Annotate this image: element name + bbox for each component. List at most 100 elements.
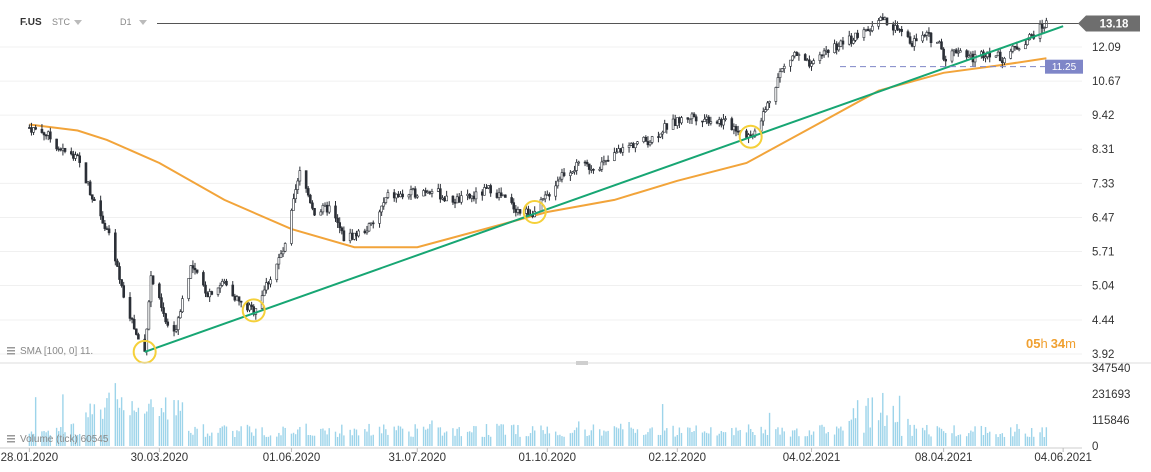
- candle[interactable]: [143, 334, 146, 352]
- candle[interactable]: [151, 275, 155, 286]
- menu-icon[interactable]: [7, 435, 15, 443]
- candle[interactable]: [545, 190, 549, 196]
- candle[interactable]: [646, 136, 650, 148]
- candle[interactable]: [409, 185, 413, 200]
- candle[interactable]: [323, 202, 327, 207]
- candle[interactable]: [782, 63, 786, 74]
- candle[interactable]: [371, 220, 375, 229]
- candle[interactable]: [621, 143, 625, 156]
- candle[interactable]: [55, 138, 58, 152]
- candle[interactable]: [994, 55, 998, 58]
- candle[interactable]: [296, 177, 300, 195]
- candle[interactable]: [678, 116, 681, 129]
- candle[interactable]: [868, 28, 872, 36]
- candle[interactable]: [575, 159, 578, 175]
- candle[interactable]: [577, 160, 581, 166]
- candle[interactable]: [504, 194, 507, 198]
- candle[interactable]: [336, 214, 339, 228]
- last-price-tag[interactable]: 13.18: [1078, 15, 1140, 32]
- candle[interactable]: [453, 198, 457, 209]
- candle[interactable]: [392, 189, 396, 202]
- candle[interactable]: [411, 187, 415, 191]
- candle[interactable]: [634, 143, 637, 153]
- candle[interactable]: [673, 114, 677, 126]
- candle[interactable]: [202, 270, 205, 287]
- candle[interactable]: [690, 112, 694, 125]
- candle[interactable]: [856, 29, 859, 40]
- candle[interactable]: [436, 183, 440, 193]
- candle[interactable]: [965, 49, 968, 61]
- candle[interactable]: [936, 41, 939, 44]
- candle[interactable]: [42, 131, 46, 141]
- candle[interactable]: [906, 29, 910, 39]
- candle[interactable]: [516, 206, 520, 216]
- candle[interactable]: [382, 197, 386, 210]
- candle[interactable]: [218, 282, 222, 293]
- candle[interactable]: [1040, 19, 1044, 34]
- candle[interactable]: [63, 147, 67, 154]
- candle[interactable]: [1009, 48, 1013, 60]
- candle[interactable]: [401, 189, 404, 200]
- candle[interactable]: [166, 318, 170, 328]
- candle[interactable]: [533, 206, 537, 218]
- candle[interactable]: [642, 136, 646, 144]
- candle[interactable]: [395, 193, 398, 203]
- candle[interactable]: [355, 230, 358, 241]
- candle[interactable]: [292, 193, 295, 211]
- candle[interactable]: [460, 190, 463, 205]
- candle[interactable]: [342, 226, 346, 242]
- candle[interactable]: [399, 191, 402, 198]
- candle[interactable]: [562, 168, 566, 178]
- candle[interactable]: [686, 117, 690, 123]
- touch-circle[interactable]: [522, 200, 547, 225]
- candle[interactable]: [954, 48, 958, 54]
- candle[interactable]: [348, 228, 352, 244]
- candle[interactable]: [84, 162, 88, 184]
- candle[interactable]: [74, 151, 77, 161]
- candle[interactable]: [252, 304, 256, 317]
- candle[interactable]: [306, 186, 310, 198]
- candle[interactable]: [128, 292, 132, 322]
- candle[interactable]: [959, 48, 962, 53]
- candle[interactable]: [357, 229, 360, 238]
- interval-label[interactable]: D1: [120, 17, 132, 27]
- candle[interactable]: [105, 226, 109, 230]
- candle[interactable]: [279, 250, 283, 258]
- candle[interactable]: [1011, 44, 1015, 54]
- candle[interactable]: [457, 193, 461, 203]
- candle[interactable]: [910, 40, 914, 48]
- candle[interactable]: [617, 144, 620, 153]
- candle[interactable]: [120, 279, 123, 288]
- candle[interactable]: [59, 147, 63, 152]
- touch-circle[interactable]: [241, 298, 266, 323]
- candle[interactable]: [1013, 45, 1017, 51]
- candle[interactable]: [132, 314, 136, 330]
- candle[interactable]: [114, 229, 117, 266]
- candle[interactable]: [363, 228, 367, 235]
- type-dropdown-icon[interactable]: [74, 20, 82, 25]
- candle[interactable]: [334, 201, 337, 222]
- candle[interactable]: [298, 166, 302, 186]
- candle[interactable]: [1032, 30, 1036, 40]
- candle[interactable]: [269, 276, 272, 288]
- candle[interactable]: [927, 27, 931, 37]
- candle[interactable]: [384, 197, 388, 205]
- candle[interactable]: [837, 42, 841, 52]
- candle[interactable]: [1017, 47, 1021, 52]
- candle[interactable]: [407, 193, 411, 200]
- candle[interactable]: [606, 155, 610, 162]
- candle[interactable]: [40, 124, 44, 134]
- candle[interactable]: [220, 278, 224, 287]
- candle[interactable]: [32, 127, 35, 136]
- candle[interactable]: [340, 226, 344, 235]
- candle[interactable]: [353, 232, 356, 241]
- candle[interactable]: [587, 163, 591, 175]
- candle[interactable]: [233, 293, 237, 302]
- candle[interactable]: [871, 21, 874, 33]
- candle[interactable]: [122, 281, 126, 299]
- candle[interactable]: [46, 130, 50, 141]
- candle[interactable]: [967, 50, 971, 58]
- candle[interactable]: [338, 217, 341, 234]
- candle[interactable]: [350, 229, 354, 241]
